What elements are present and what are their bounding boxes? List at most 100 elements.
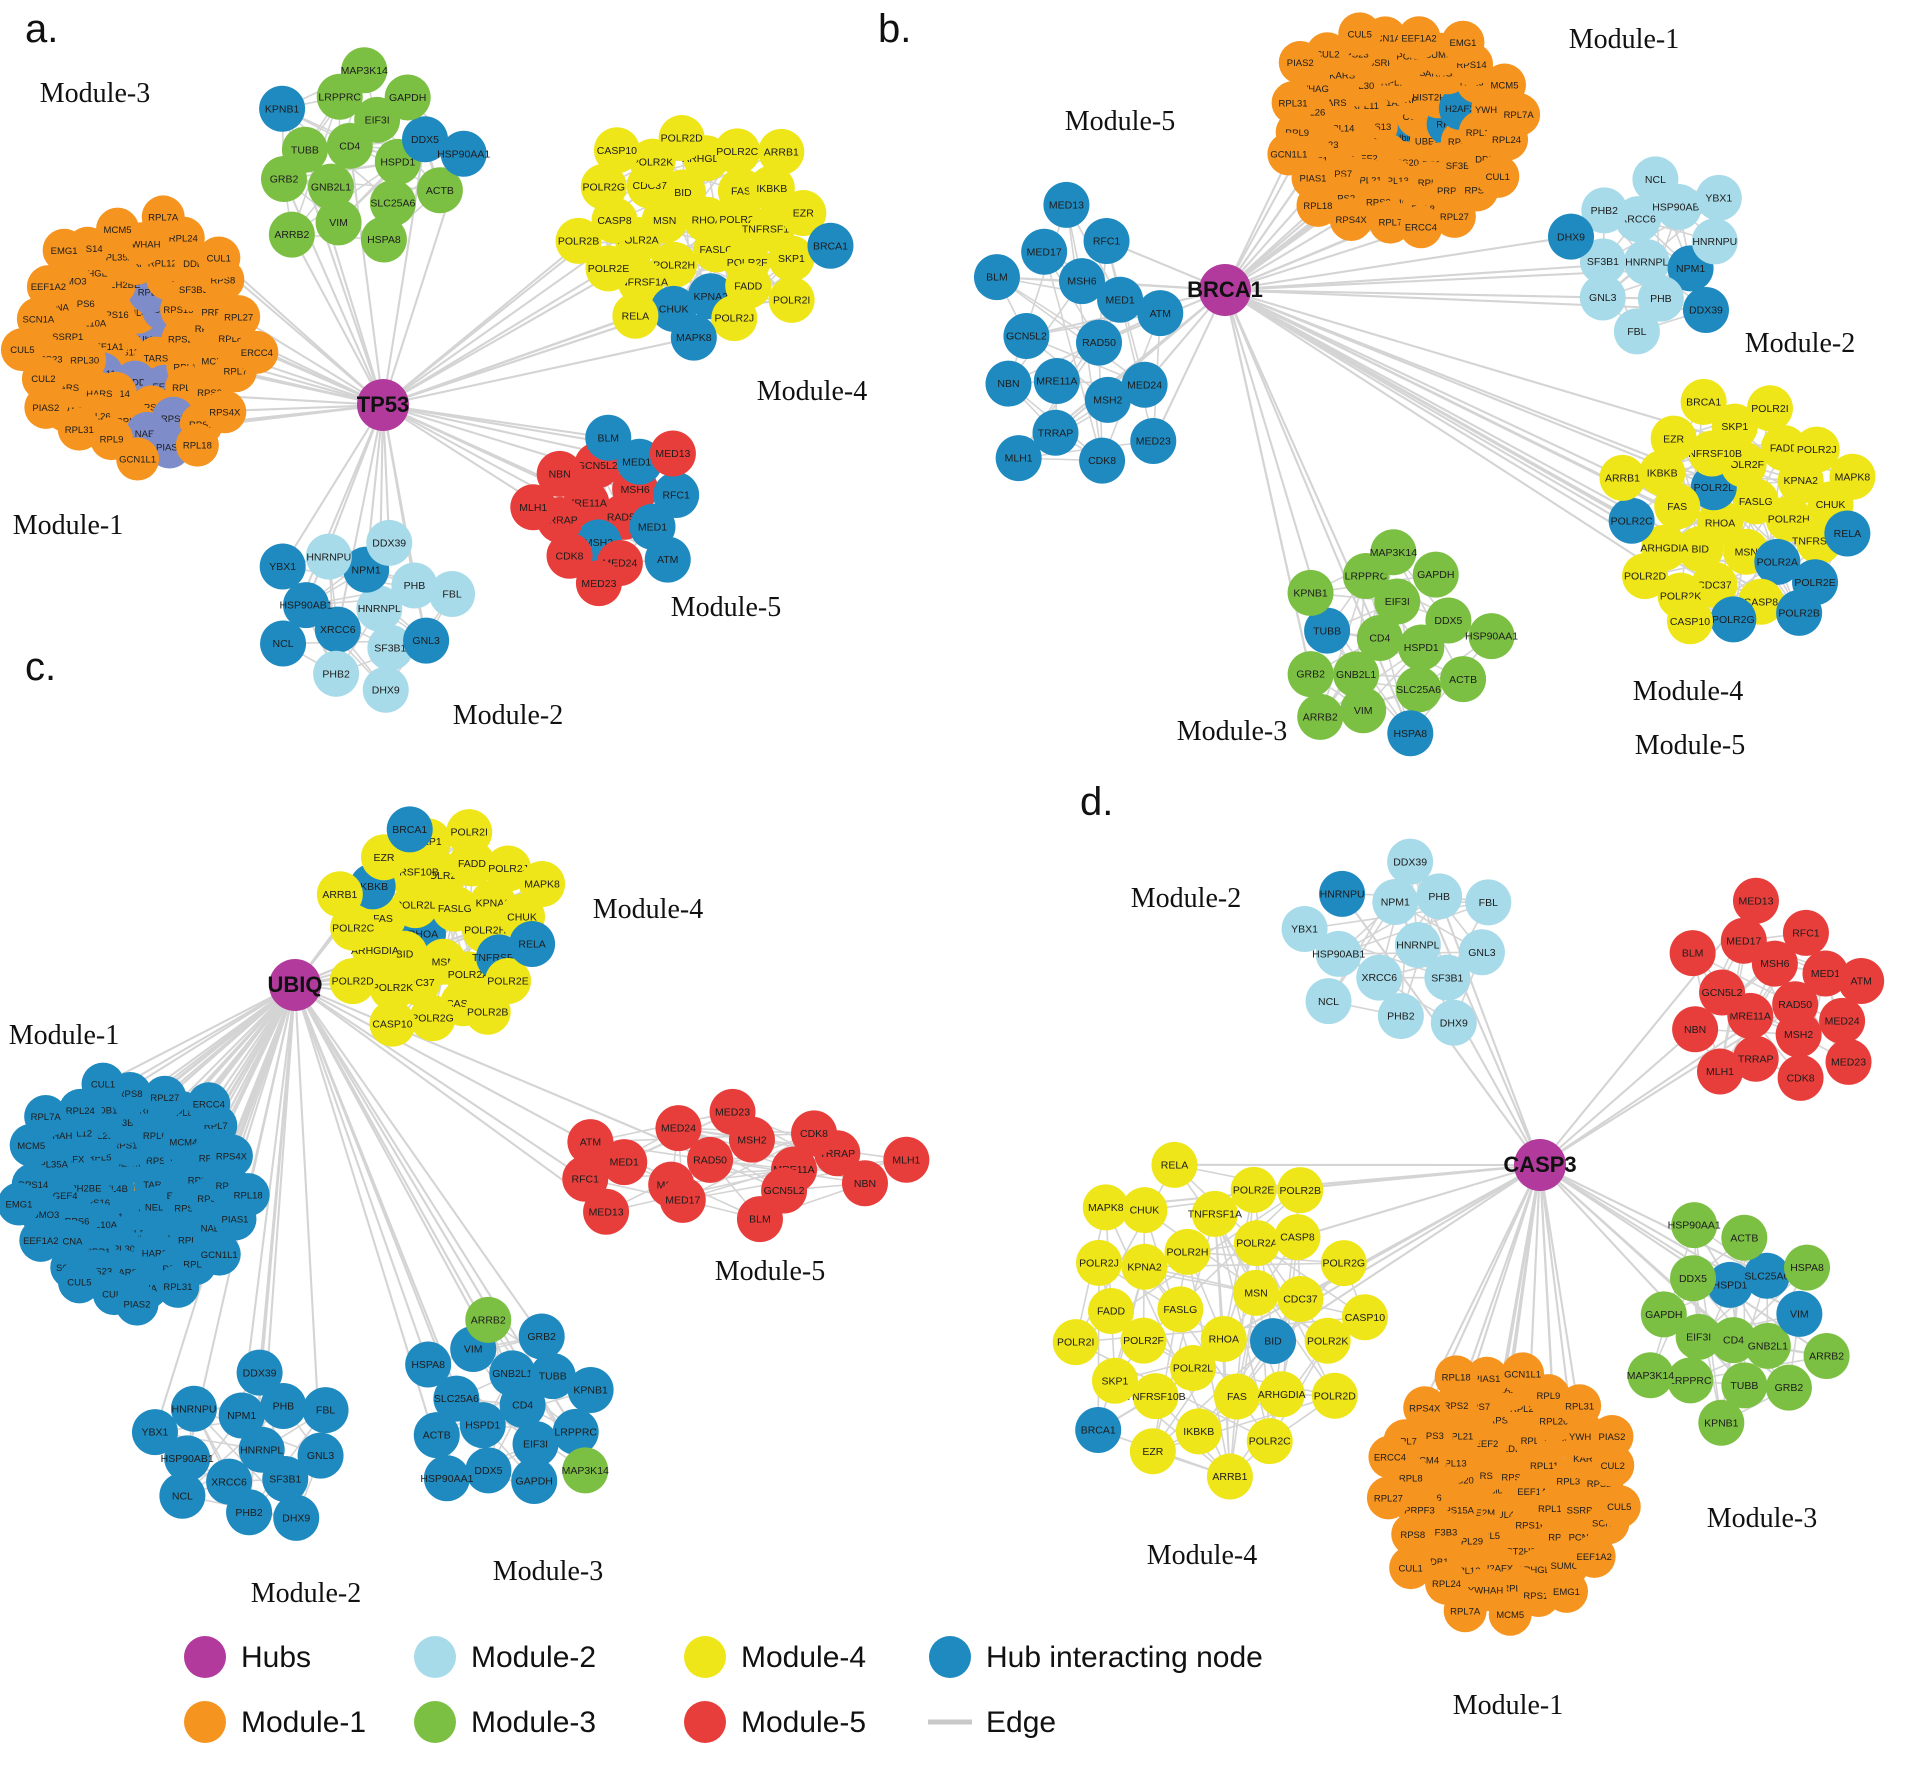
gene-node-GNB2L1[interactable] bbox=[1744, 1322, 1791, 1369]
gene-node-IKBKB[interactable] bbox=[748, 165, 795, 212]
gene-node-GNB2L1[interactable] bbox=[307, 163, 354, 210]
gene-node-FADD[interactable] bbox=[1088, 1288, 1135, 1335]
gene-node-GAPDH[interactable] bbox=[384, 74, 431, 121]
gene-node-YBX1[interactable] bbox=[1695, 174, 1742, 221]
gene-node-KPNB1[interactable] bbox=[567, 1366, 614, 1413]
gene-node-DDX39[interactable] bbox=[1682, 287, 1729, 334]
gene-node-HSPD1[interactable] bbox=[1706, 1261, 1753, 1308]
gene-node-LRPPRC[interactable] bbox=[1667, 1357, 1714, 1404]
gene-node-GRB2[interactable] bbox=[1287, 651, 1334, 698]
gene-node-LRPPRC[interactable] bbox=[552, 1408, 599, 1455]
gene-node-GCN5L2[interactable] bbox=[1003, 313, 1050, 360]
gene-node-RFC1[interactable] bbox=[1782, 909, 1829, 956]
gene-node-HNRNPL[interactable] bbox=[1394, 921, 1441, 968]
gene-node-NBN[interactable] bbox=[1672, 1006, 1719, 1053]
gene-node-NCL[interactable] bbox=[1305, 978, 1352, 1025]
gene-node-VIM[interactable] bbox=[315, 199, 362, 246]
gene-node-NPM1[interactable] bbox=[218, 1392, 265, 1439]
gene-node-TUBB[interactable] bbox=[1721, 1362, 1768, 1409]
gene-node-ACTB[interactable] bbox=[1440, 656, 1487, 703]
gene-node-POLR2D[interactable] bbox=[1622, 553, 1669, 600]
gene-node-MAP3K14[interactable] bbox=[562, 1447, 609, 1494]
gene-node-RPL18[interactable] bbox=[1434, 1355, 1478, 1399]
gene-node-MED23[interactable] bbox=[1130, 417, 1177, 464]
gene-node-CDK8[interactable] bbox=[791, 1110, 838, 1157]
gene-node-PHB2[interactable] bbox=[1581, 187, 1628, 234]
gene-node-EMG1[interactable] bbox=[0, 1182, 41, 1226]
gene-node-YBX1[interactable] bbox=[1281, 905, 1328, 952]
gene-node-GRB2[interactable] bbox=[260, 156, 307, 203]
gene-node-POLR2I[interactable] bbox=[1746, 385, 1793, 432]
gene-node-HSP90AB1[interactable] bbox=[283, 582, 330, 629]
gene-node-ERCC4[interactable] bbox=[1368, 1435, 1412, 1479]
gene-node-SLC25A6[interactable] bbox=[433, 1375, 480, 1422]
hub-node-BRCA1[interactable] bbox=[1199, 264, 1251, 316]
gene-node-PHB[interactable] bbox=[391, 562, 438, 609]
gene-node-GNL3[interactable] bbox=[297, 1432, 344, 1479]
gene-node-BLM[interactable] bbox=[973, 254, 1020, 301]
gene-node-KPNB1[interactable] bbox=[1698, 1399, 1745, 1446]
gene-node-SF3B1[interactable] bbox=[262, 1455, 309, 1502]
gene-node-POLR2H[interactable] bbox=[1164, 1228, 1211, 1275]
gene-node-NPM1[interactable] bbox=[1372, 878, 1419, 925]
gene-node-POLR2C[interactable] bbox=[714, 128, 761, 175]
gene-node-DHX9[interactable] bbox=[273, 1494, 320, 1541]
gene-node-GNB2L1[interactable] bbox=[489, 1350, 536, 1397]
gene-node-BLM[interactable] bbox=[585, 414, 632, 461]
gene-node-MLH1[interactable] bbox=[995, 435, 1042, 482]
gene-node-GNL3[interactable] bbox=[403, 617, 450, 664]
gene-node-ACTB[interactable] bbox=[413, 1412, 460, 1459]
gene-node-IKBKB[interactable] bbox=[1175, 1408, 1222, 1455]
gene-node-FADD[interactable] bbox=[1760, 424, 1807, 471]
gene-node-MED13[interactable] bbox=[1732, 877, 1779, 924]
gene-node-CUL1[interactable] bbox=[1476, 154, 1520, 198]
gene-node-RELA[interactable] bbox=[1151, 1141, 1198, 1188]
gene-node-MED17[interactable] bbox=[1720, 917, 1767, 964]
gene-node-HSP90AA1[interactable] bbox=[440, 130, 487, 177]
gene-node-EMG1[interactable] bbox=[1441, 20, 1485, 64]
gene-node-CD4[interactable] bbox=[1710, 1317, 1757, 1364]
gene-node-RELA[interactable] bbox=[612, 292, 659, 339]
gene-node-MAP3K14[interactable] bbox=[1627, 1352, 1674, 1399]
gene-node-ATM[interactable] bbox=[1838, 958, 1885, 1005]
gene-node-DDX39[interactable] bbox=[366, 519, 413, 566]
gene-node-CD4[interactable] bbox=[1356, 615, 1403, 662]
gene-node-POLR2A[interactable] bbox=[1233, 1220, 1280, 1267]
gene-node-HNRNPU[interactable] bbox=[305, 533, 352, 580]
gene-node-EZR[interactable] bbox=[780, 189, 827, 236]
gene-node-RPS8[interactable] bbox=[1391, 1512, 1435, 1556]
gene-node-RPL18[interactable] bbox=[1296, 183, 1340, 227]
gene-node-HNRNPU[interactable] bbox=[1319, 870, 1366, 917]
gene-node-FBL[interactable] bbox=[302, 1387, 349, 1434]
hub-node-CASP3[interactable] bbox=[1514, 1139, 1566, 1191]
gene-node-RPL31[interactable] bbox=[1558, 1384, 1602, 1428]
gene-node-ACTB[interactable] bbox=[416, 167, 463, 214]
gene-node-RPL7A[interactable] bbox=[1443, 1589, 1487, 1633]
gene-node-POLR2E[interactable] bbox=[1230, 1166, 1277, 1213]
gene-node-GCN1L1[interactable] bbox=[197, 1232, 241, 1276]
gene-node-RPL7A[interactable] bbox=[24, 1094, 68, 1138]
gene-node-NBN[interactable] bbox=[841, 1160, 888, 1207]
gene-node-ARRB1[interactable] bbox=[1206, 1453, 1253, 1500]
gene-node-SKP1[interactable] bbox=[768, 235, 815, 282]
gene-node-POLR2B[interactable] bbox=[1277, 1167, 1324, 1214]
gene-node-RPL27[interactable] bbox=[217, 295, 261, 339]
gene-node-POLR2I[interactable] bbox=[446, 809, 493, 856]
gene-node-SKP1[interactable] bbox=[1091, 1357, 1138, 1404]
gene-node-DDX5[interactable] bbox=[1425, 597, 1472, 644]
gene-node-POLR2G[interactable] bbox=[1710, 596, 1757, 643]
gene-node-RPS4X[interactable] bbox=[1329, 197, 1373, 241]
gene-node-RPL31[interactable] bbox=[156, 1264, 200, 1308]
gene-node-ARRB1[interactable] bbox=[316, 871, 363, 918]
gene-node-EIF3I[interactable] bbox=[1374, 578, 1421, 625]
gene-node-FASLG[interactable] bbox=[1157, 1286, 1204, 1333]
gene-node-MED17[interactable] bbox=[1021, 228, 1068, 275]
gene-node-RPL27[interactable] bbox=[143, 1075, 187, 1119]
gene-node-CUL5[interactable] bbox=[1597, 1485, 1641, 1529]
gene-node-GAPDH[interactable] bbox=[1640, 1291, 1687, 1338]
gene-node-TRRAP[interactable] bbox=[1032, 409, 1079, 456]
gene-node-HSP90AA1[interactable] bbox=[1671, 1202, 1718, 1249]
gene-node-GCN1L1[interactable] bbox=[1501, 1352, 1545, 1396]
gene-node-FBL[interactable] bbox=[1613, 308, 1660, 355]
gene-node-ERCC4[interactable] bbox=[1399, 205, 1443, 249]
